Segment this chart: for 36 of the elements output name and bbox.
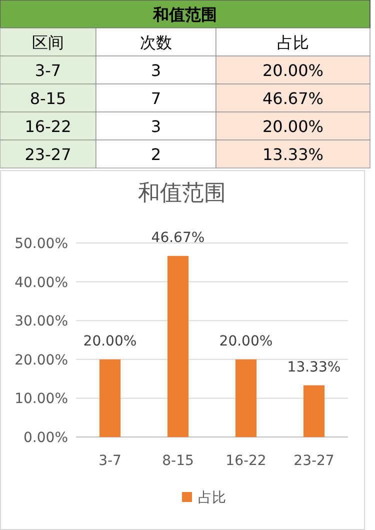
x-tick-label: 23-27 bbox=[294, 453, 334, 469]
y-tick-label: 50.00% bbox=[14, 236, 68, 252]
legend-label: 占比 bbox=[198, 490, 226, 506]
text: 3 bbox=[150, 117, 162, 136]
text: 13.33% bbox=[262, 145, 324, 164]
text: 占比 bbox=[277, 33, 309, 52]
y-tick-label: 0.00% bbox=[24, 430, 68, 446]
text: 8-15 bbox=[30, 89, 66, 108]
text: 23-27 bbox=[24, 145, 72, 164]
x-tick-label: 16-22 bbox=[226, 453, 266, 469]
text: 20.00% bbox=[262, 117, 324, 136]
bar bbox=[236, 359, 256, 437]
text: 46.67% bbox=[262, 89, 324, 108]
bar bbox=[100, 359, 120, 437]
text: 次数 bbox=[140, 33, 172, 52]
y-tick-label: 20.00% bbox=[14, 352, 68, 368]
data-label: 13.33% bbox=[287, 359, 341, 376]
bar bbox=[168, 256, 188, 437]
data-label: 20.00% bbox=[83, 333, 137, 350]
text: 3 bbox=[150, 61, 162, 80]
text: 2 bbox=[150, 145, 162, 164]
y-tick-label: 40.00% bbox=[14, 274, 68, 291]
y-tick-label: 30.00% bbox=[14, 314, 68, 330]
x-tick-label: 3-7 bbox=[98, 453, 122, 469]
x-tick-label: 8-15 bbox=[162, 453, 194, 469]
text: 区间 bbox=[32, 33, 64, 52]
y-tick-label: 10.00% bbox=[14, 391, 68, 408]
data-label: 20.00% bbox=[219, 333, 273, 350]
data-label: 46.67% bbox=[151, 230, 205, 246]
chart-title: 和值范围 bbox=[138, 181, 226, 206]
text: 20.00% bbox=[262, 61, 324, 80]
text: 和值范围 bbox=[152, 5, 217, 24]
text: 3-7 bbox=[34, 61, 62, 80]
text: 7 bbox=[150, 89, 162, 108]
text: 16-22 bbox=[24, 117, 72, 136]
bar bbox=[304, 385, 324, 437]
